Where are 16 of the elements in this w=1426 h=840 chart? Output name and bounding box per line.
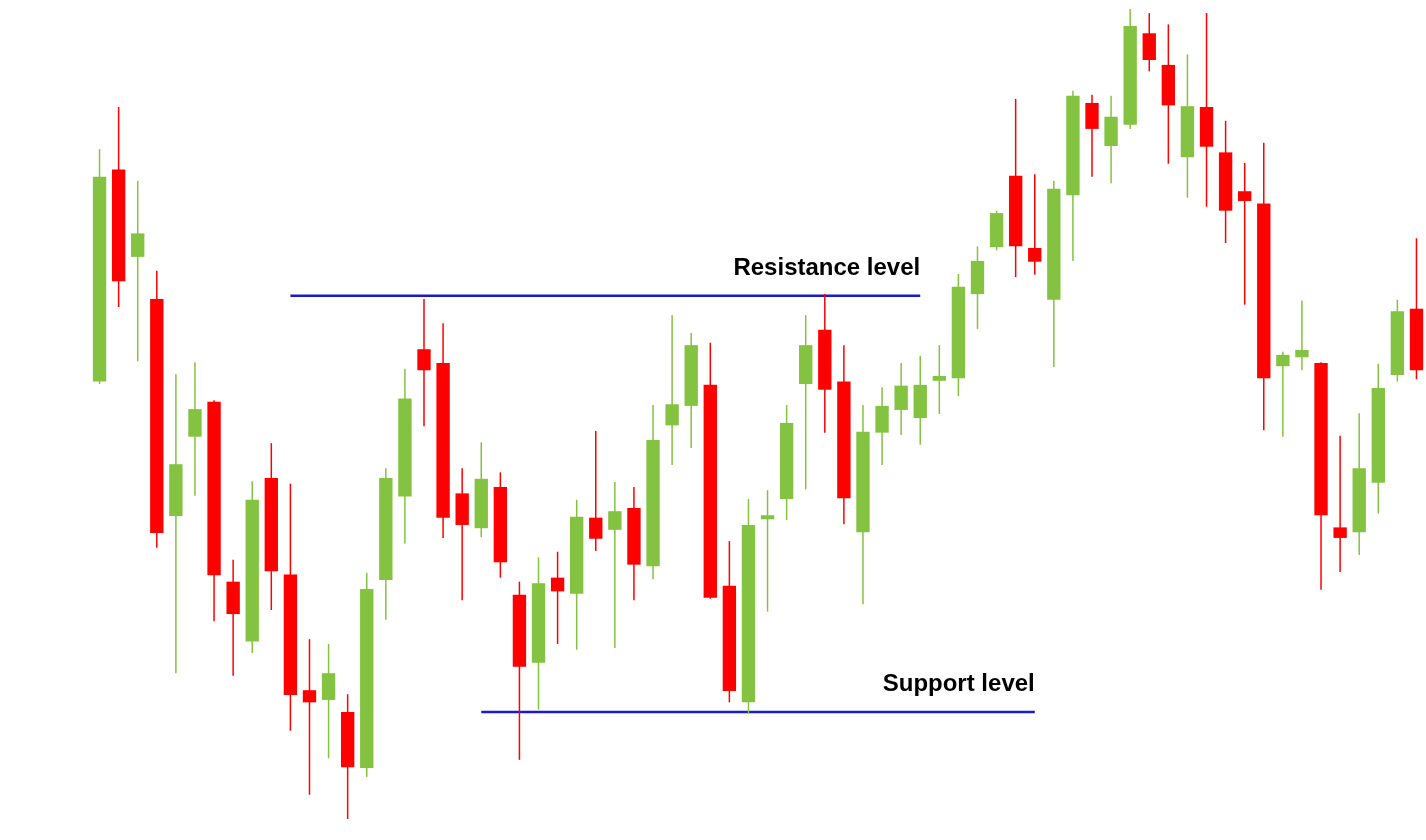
candlestick — [932, 344, 946, 415]
candlestick — [1238, 162, 1252, 306]
series-label: Support level — [882, 669, 1035, 697]
candlestick — [608, 481, 622, 649]
candlestick — [589, 430, 603, 552]
candlestick — [1028, 173, 1042, 276]
candlestick — [665, 314, 679, 466]
candlestick — [1276, 350, 1290, 438]
candlestick — [302, 638, 317, 796]
candlestick — [131, 179, 145, 363]
candlestick — [760, 489, 775, 613]
candlestick — [417, 298, 431, 427]
series-label: Resistance level — [733, 252, 921, 280]
candlestick — [1295, 299, 1309, 372]
candlestick — [550, 550, 565, 645]
candlestick — [1333, 435, 1347, 573]
